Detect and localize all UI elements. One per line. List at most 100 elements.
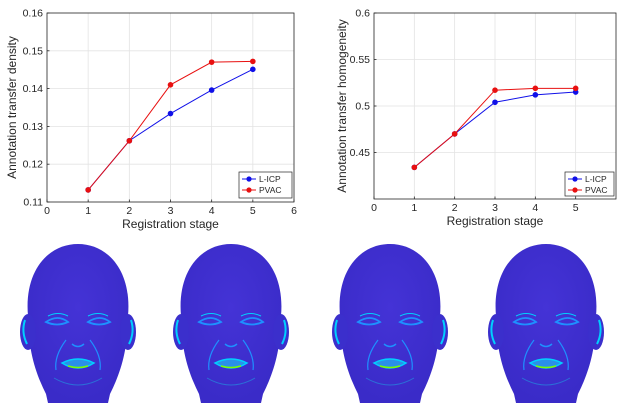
right-brow	[399, 313, 421, 317]
nose	[383, 343, 397, 348]
nose	[71, 343, 85, 348]
right-eye	[398, 317, 424, 326]
left-ear	[20, 314, 36, 350]
legend-entry: PVAC	[585, 185, 608, 195]
face-heatmap-icon	[173, 244, 289, 403]
data-point-pvac	[492, 87, 498, 93]
data-point-pvac	[250, 58, 256, 65]
left-eye	[197, 317, 223, 326]
left-brow	[359, 313, 381, 317]
head-shape	[339, 244, 441, 403]
y-tick-label: 0.45	[350, 147, 371, 159]
lip-highlight	[67, 365, 89, 369]
left-brow	[47, 313, 69, 317]
left-ear	[173, 314, 189, 350]
x-tick-label: 1	[411, 202, 417, 214]
left-brow	[200, 313, 222, 317]
y-tick-label: 0.55	[350, 54, 371, 66]
ear-highlight	[334, 319, 340, 345]
x-tick-label: 3	[168, 205, 174, 217]
right-brow	[555, 313, 577, 317]
legend-swatch-marker	[572, 187, 578, 193]
legend-entry: L-ICP	[259, 174, 281, 184]
x-tick-label: 6	[291, 205, 297, 217]
head-shape	[27, 244, 129, 403]
left-eye	[356, 317, 382, 326]
right-fold	[401, 339, 413, 371]
x-tick-label: 5	[573, 202, 579, 214]
face-heatmap-icon	[332, 244, 448, 403]
y-tick-label: 0.12	[23, 159, 44, 171]
right-brow	[240, 313, 262, 317]
homogeneity-chart: 0 1 2 3 4 5 0.45 0.5 0.55 0.6 Registration stage An…	[335, 8, 617, 228]
left-brow	[515, 313, 537, 317]
legend-swatch-marker	[246, 187, 252, 193]
y-tick-label: 0.6	[355, 8, 370, 20]
left-ear	[488, 314, 504, 350]
right-eye	[86, 317, 112, 326]
right-fold	[89, 339, 101, 371]
y-tick-label: 0.13	[23, 121, 44, 133]
density-chart: 0 1 2 3 4 5 6 0.11 0.12 0.13 0.14 0.15 0.16 Registrat…	[5, 8, 297, 232]
x-tick-label: 4	[209, 205, 215, 217]
right-eye	[554, 317, 580, 326]
head-shape	[180, 244, 282, 403]
jaw-line	[53, 377, 103, 386]
face-heatmap-icon	[488, 244, 604, 403]
x-tick-label: 0	[371, 202, 377, 214]
x-tick-label: 5	[250, 205, 256, 217]
x-tick-label: 2	[126, 205, 132, 217]
data-point-pvac	[167, 82, 174, 88]
data-point-l-icp	[167, 110, 174, 117]
nose	[224, 343, 238, 348]
legend-box	[238, 171, 293, 199]
head-shape	[495, 244, 597, 403]
x-tick-label: 3	[492, 202, 498, 214]
ear-highlight	[22, 319, 28, 345]
legend-entry: PVAC	[259, 185, 282, 195]
data-point-pvac	[451, 131, 458, 137]
data-point-pvac	[572, 85, 579, 92]
right-fold	[242, 339, 254, 371]
right-fold	[557, 339, 569, 371]
data-point-l-icp	[250, 66, 256, 73]
right-brow	[87, 313, 109, 317]
y-tick-label: 0.11	[23, 197, 43, 209]
jaw-line	[206, 377, 256, 386]
ear-highlight	[440, 319, 446, 345]
data-point-l-icp	[532, 92, 539, 98]
data-point-pvac	[208, 59, 215, 65]
right-ear	[273, 314, 289, 350]
left-fold	[523, 339, 535, 371]
x-tick-label: 4	[532, 202, 538, 214]
data-point-pvac	[411, 164, 418, 171]
data-point-pvac	[126, 137, 133, 144]
left-fold	[55, 339, 67, 371]
data-point-l-icp	[492, 99, 498, 106]
jaw-line	[521, 377, 571, 386]
left-fold	[208, 339, 220, 371]
x-tick-label: 1	[85, 205, 91, 217]
data-point-l-icp	[208, 87, 215, 93]
nose	[539, 343, 553, 348]
y-axis-label: Annotation transfer density	[5, 36, 19, 179]
left-eye	[44, 317, 70, 326]
ear-highlight	[596, 319, 602, 345]
data-point-pvac	[85, 187, 91, 193]
x-tick-label: 0	[44, 205, 50, 217]
ear-highlight	[128, 319, 134, 345]
right-ear	[588, 314, 604, 350]
legend-swatch-marker	[246, 176, 252, 182]
right-ear	[120, 314, 136, 350]
legend-entry: L-ICP	[585, 174, 607, 184]
y-tick-label: 0.14	[23, 83, 44, 95]
lip-highlight	[535, 365, 557, 369]
face-heatmap-icon	[20, 244, 136, 403]
face-heatmaps-row	[20, 244, 604, 403]
lip-highlight	[379, 365, 401, 369]
left-fold	[367, 339, 379, 371]
left-ear	[332, 314, 348, 350]
